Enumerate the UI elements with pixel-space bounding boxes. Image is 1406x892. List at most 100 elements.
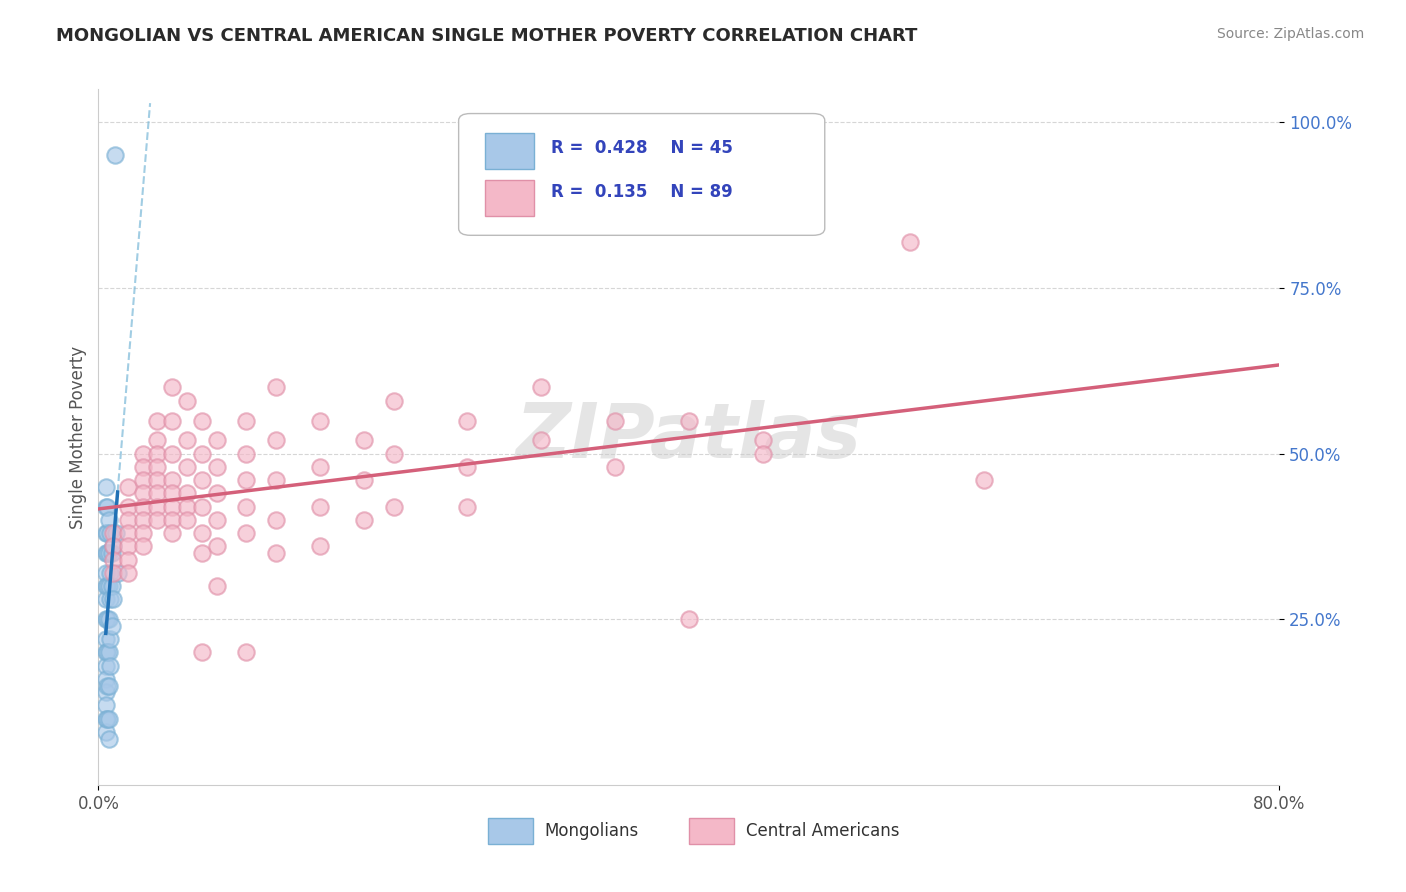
- Point: [264, 380, 287, 394]
- Point: [146, 447, 169, 461]
- Point: [973, 473, 995, 487]
- Text: MONGOLIAN VS CENTRAL AMERICAN SINGLE MOTHER POVERTY CORRELATION CHART: MONGOLIAN VS CENTRAL AMERICAN SINGLE MOT…: [56, 27, 918, 45]
- Point: [98, 632, 121, 647]
- Point: [309, 459, 332, 474]
- Point: [457, 500, 479, 514]
- Point: [94, 526, 117, 541]
- Point: [103, 526, 125, 541]
- Point: [900, 235, 922, 249]
- Point: [530, 380, 553, 394]
- Point: [94, 592, 117, 607]
- Point: [117, 552, 139, 566]
- Point: [94, 685, 117, 699]
- Point: [382, 447, 405, 461]
- Point: [94, 480, 117, 494]
- Point: [98, 592, 121, 607]
- Point: [353, 473, 375, 487]
- Point: [97, 645, 120, 659]
- Point: [103, 540, 125, 554]
- Point: [235, 447, 257, 461]
- Point: [191, 447, 214, 461]
- Point: [103, 540, 125, 554]
- Point: [94, 698, 117, 713]
- Point: [162, 500, 183, 514]
- Text: Mongolians: Mongolians: [546, 822, 640, 840]
- Point: [205, 579, 228, 593]
- Point: [94, 725, 117, 739]
- Point: [382, 393, 405, 408]
- Point: [205, 513, 228, 527]
- Point: [98, 658, 121, 673]
- Point: [146, 459, 169, 474]
- Point: [94, 672, 117, 686]
- Point: [103, 566, 125, 580]
- Point: [162, 526, 183, 541]
- Point: [191, 526, 214, 541]
- Point: [97, 712, 120, 726]
- Text: Central Americans: Central Americans: [745, 822, 898, 840]
- Y-axis label: Single Mother Poverty: Single Mother Poverty: [69, 345, 87, 529]
- Point: [107, 566, 129, 580]
- Point: [132, 447, 155, 461]
- Point: [117, 526, 139, 541]
- Text: R =  0.135    N = 89: R = 0.135 N = 89: [551, 183, 733, 201]
- Bar: [689, 818, 734, 844]
- Point: [353, 513, 375, 527]
- Point: [309, 540, 332, 554]
- Point: [205, 434, 228, 448]
- Point: [100, 579, 122, 593]
- Text: ZIPatlas: ZIPatlas: [516, 401, 862, 474]
- Point: [235, 500, 257, 514]
- Point: [264, 513, 287, 527]
- Point: [264, 546, 287, 560]
- Point: [176, 393, 198, 408]
- Point: [117, 540, 139, 554]
- Point: [96, 546, 118, 560]
- Point: [264, 434, 287, 448]
- Point: [103, 552, 125, 566]
- Point: [132, 513, 155, 527]
- Point: [264, 473, 287, 487]
- Point: [97, 679, 120, 693]
- Point: [132, 459, 155, 474]
- Point: [605, 459, 627, 474]
- Point: [457, 413, 479, 427]
- Point: [117, 480, 139, 494]
- Point: [94, 566, 117, 580]
- Point: [132, 500, 155, 514]
- Point: [235, 526, 257, 541]
- FancyBboxPatch shape: [458, 113, 825, 235]
- Point: [94, 658, 117, 673]
- Point: [105, 526, 128, 541]
- Point: [205, 486, 228, 500]
- Point: [191, 413, 214, 427]
- Point: [97, 546, 120, 560]
- Point: [162, 473, 183, 487]
- Point: [100, 619, 122, 633]
- Point: [98, 566, 121, 580]
- Point: [104, 148, 127, 162]
- Point: [191, 500, 214, 514]
- Point: [117, 500, 139, 514]
- Point: [162, 447, 183, 461]
- Point: [235, 473, 257, 487]
- Point: [176, 486, 198, 500]
- Point: [176, 513, 198, 527]
- Point: [605, 413, 627, 427]
- Point: [97, 612, 120, 626]
- Point: [146, 500, 169, 514]
- Point: [96, 612, 118, 626]
- Point: [191, 645, 214, 659]
- Point: [117, 513, 139, 527]
- Point: [96, 645, 118, 659]
- Point: [96, 526, 118, 541]
- Point: [132, 526, 155, 541]
- Point: [191, 546, 214, 560]
- Point: [309, 500, 332, 514]
- Point: [457, 459, 479, 474]
- Point: [132, 486, 155, 500]
- Point: [146, 434, 169, 448]
- Bar: [485, 179, 534, 216]
- Bar: [485, 133, 534, 169]
- Point: [94, 579, 117, 593]
